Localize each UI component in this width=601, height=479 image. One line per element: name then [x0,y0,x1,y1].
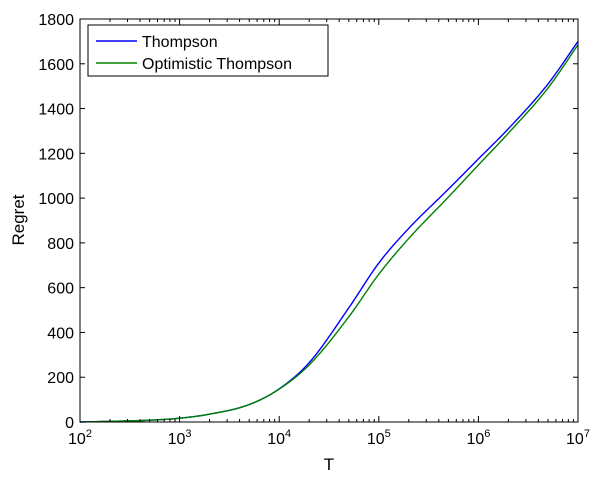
y-tick-label: 1800 [38,12,74,29]
y-tick-label: 1400 [38,102,74,119]
x-axis-label: T [324,455,334,474]
y-tick-label: 1600 [38,57,74,74]
y-tick-label: 600 [47,281,74,298]
y-tick-label: 1200 [38,146,74,163]
y-tick-label: 1000 [38,191,74,208]
y-tick-label: 200 [47,370,74,387]
legend-label-optimistic-thompson: Optimistic Thompson [142,56,292,73]
y-tick-label: 400 [47,325,74,342]
x-tick-label: 106 [466,428,490,448]
legend-label-thompson: Thompson [142,34,218,51]
y-tick-label: 0 [65,415,74,432]
legend-box [87,24,329,77]
x-tick-label: 107 [566,428,590,448]
x-tick-label: 103 [168,428,192,448]
y-tick-label: 800 [47,236,74,253]
x-tick-label: 104 [267,428,291,448]
x-tick-label: 105 [367,428,391,448]
y-axis-label: Regret [9,194,28,245]
legend: Thompson Optimistic Thompson [87,24,329,77]
x-tick-label: 102 [68,428,92,448]
ticks-layer: 0 200 400 600 800 1000 1200 1400 1600 1800 102 103 1… [38,12,590,448]
plot-frame [79,18,579,423]
